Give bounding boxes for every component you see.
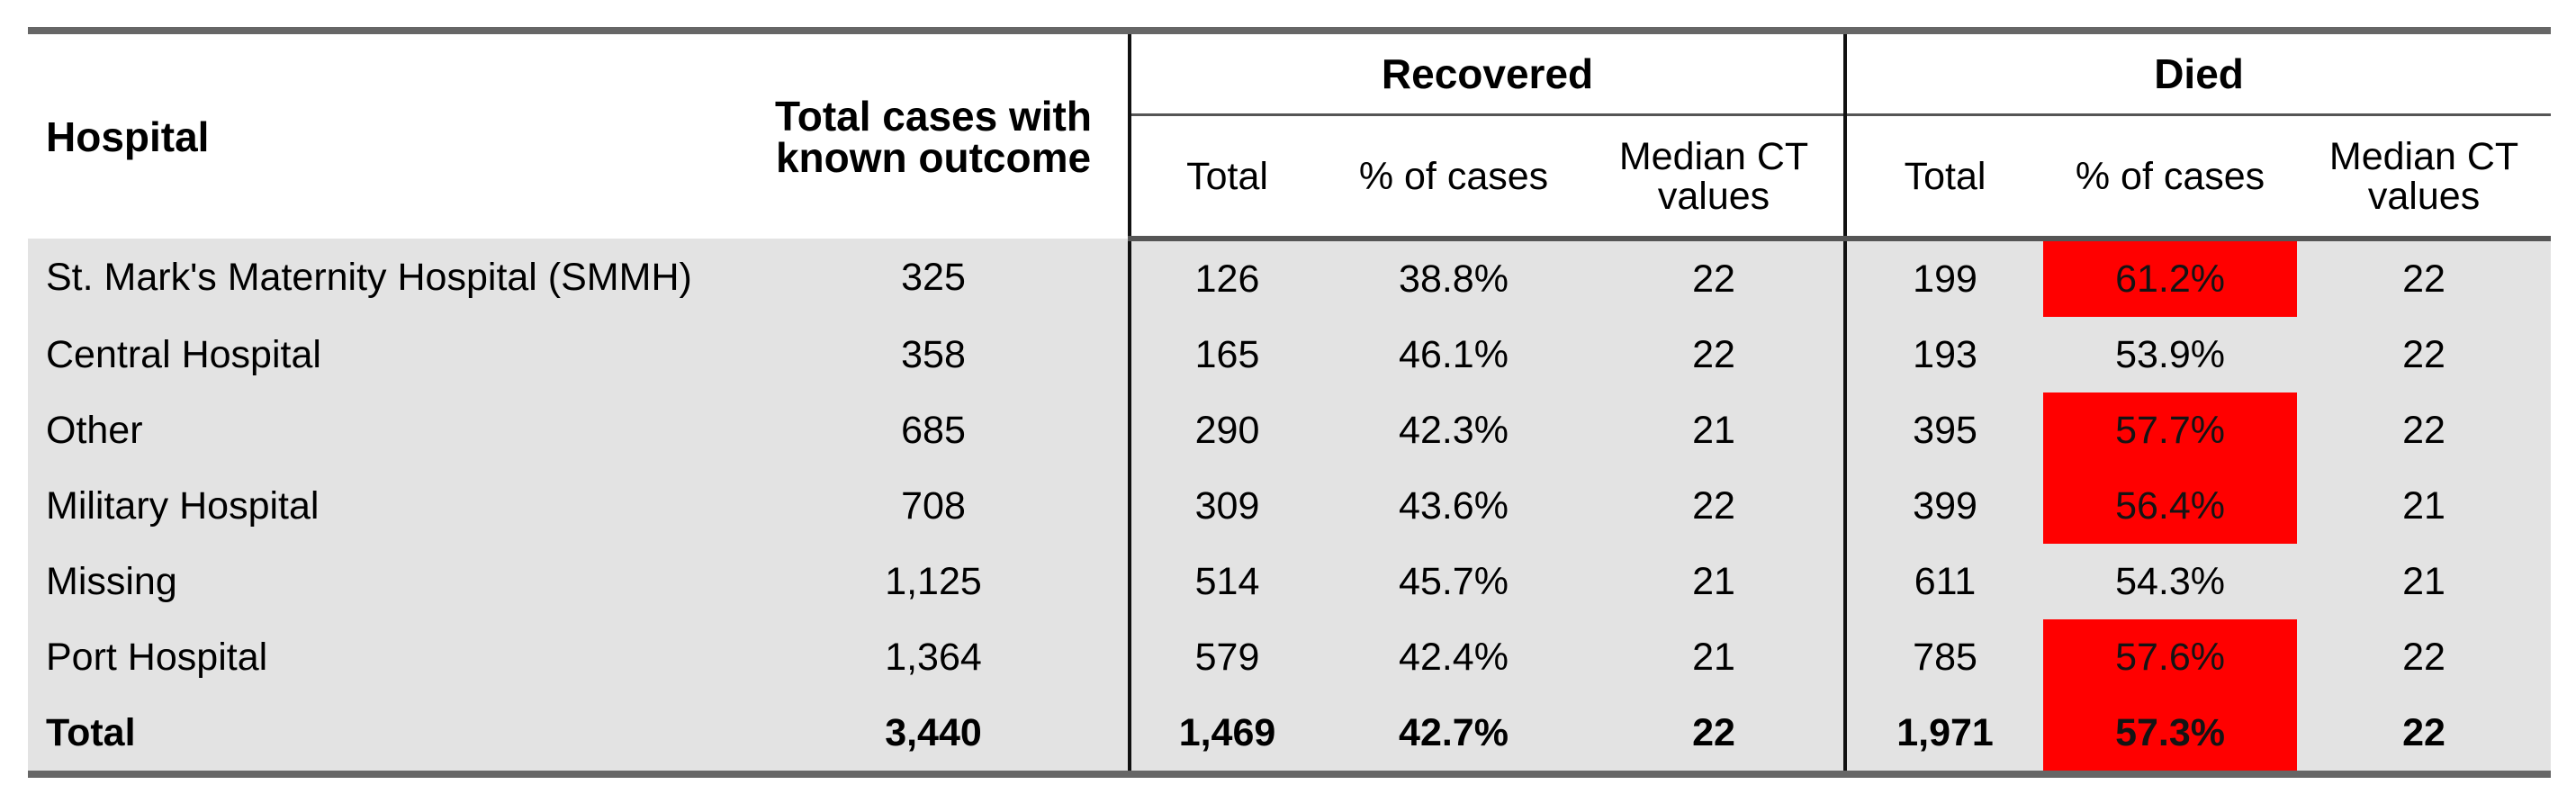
cell-died-median: 22 xyxy=(2297,392,2552,468)
cell-died-pct: 56.4% xyxy=(2043,468,2298,544)
cell-total-cases: 325 xyxy=(739,239,1130,317)
cell-total-cases: 1,364 xyxy=(739,619,1130,695)
cell-died-pct: 61.2% xyxy=(2043,239,2298,317)
cell-died-total: 399 xyxy=(1843,468,2044,544)
header-total-cases-line2: known outcome xyxy=(775,133,1092,181)
cell-recovered-total: 309 xyxy=(1128,468,1323,544)
cell-hospital: St. Mark's Maternity Hospital (SMMH) xyxy=(28,239,739,317)
cell-died-total: 395 xyxy=(1843,392,2044,468)
cell-hospital: Military Hospital xyxy=(28,468,739,544)
cell-total-cases: 358 xyxy=(739,317,1130,392)
header-recovered-total: Total xyxy=(1128,114,1323,241)
cell-recovered-median: 21 xyxy=(1584,392,1846,468)
header-hospital: Hospital xyxy=(46,113,210,160)
header-died-total: Total xyxy=(1843,114,2044,241)
cell-recovered-median: 22 xyxy=(1584,468,1846,544)
cell-recovered-pct: 45.7% xyxy=(1323,544,1584,619)
cell-died-median: 21 xyxy=(2297,544,2552,619)
header-total-cases-line1: Total cases with xyxy=(775,92,1092,140)
cell-died-total: 1,971 xyxy=(1843,695,2044,774)
cell-died-median: 22 xyxy=(2297,317,2552,392)
cell-recovered-pct: 42.4% xyxy=(1323,619,1584,695)
cell-recovered-pct: 42.7% xyxy=(1323,695,1584,774)
cell-recovered-median: 21 xyxy=(1584,619,1846,695)
cell-died-median: 21 xyxy=(2297,468,2552,544)
cell-recovered-pct: 43.6% xyxy=(1323,468,1584,544)
cell-died-median: 22 xyxy=(2297,239,2552,317)
cell-recovered-median: 22 xyxy=(1584,317,1846,392)
cell-died-pct: 57.7% xyxy=(2043,392,2298,468)
cell-recovered-median: 22 xyxy=(1584,239,1846,317)
cell-recovered-pct: 38.8% xyxy=(1323,239,1584,317)
cell-recovered-total: 126 xyxy=(1128,239,1323,317)
cell-total-cases: 685 xyxy=(739,392,1130,468)
cell-recovered-total: 1,469 xyxy=(1128,695,1323,774)
header-died-median: Median CT values xyxy=(2297,114,2552,241)
cell-died-total: 199 xyxy=(1843,239,2044,317)
header-median-line2: values xyxy=(1657,174,1770,218)
cell-died-total: 785 xyxy=(1843,619,2044,695)
table-total-row: Total 3,440 1,469 42.7% 22 1,971 57.3% 2… xyxy=(28,695,2552,774)
cell-total-cases: 1,125 xyxy=(739,544,1130,619)
table-row: Other 685 290 42.3% 21 395 57.7% 22 xyxy=(28,392,2552,468)
cell-died-total: 611 xyxy=(1843,544,2044,619)
table-row: Military Hospital 708 309 43.6% 22 399 5… xyxy=(28,468,2552,544)
cell-died-pct: 53.9% xyxy=(2043,317,2298,392)
cell-recovered-total: 514 xyxy=(1128,544,1323,619)
table-row: Missing 1,125 514 45.7% 21 611 54.3% 21 xyxy=(28,544,2552,619)
cell-recovered-total: 165 xyxy=(1128,317,1323,392)
cell-hospital: Central Hospital xyxy=(28,317,739,392)
table-row: Central Hospital 358 165 46.1% 22 193 53… xyxy=(28,317,2552,392)
cell-hospital: Port Hospital xyxy=(28,619,739,695)
cell-died-median: 22 xyxy=(2297,619,2552,695)
cell-died-total: 193 xyxy=(1843,317,2044,392)
cell-recovered-total: 579 xyxy=(1128,619,1323,695)
cell-recovered-total: 290 xyxy=(1128,392,1323,468)
table-row: Port Hospital 1,364 579 42.4% 21 785 57.… xyxy=(28,619,2552,695)
cell-recovered-median: 21 xyxy=(1584,544,1846,619)
header-died-pct: % of cases xyxy=(2043,114,2298,241)
header-median-line1: Median CT xyxy=(1618,134,1809,178)
table-row: St. Mark's Maternity Hospital (SMMH) 325… xyxy=(28,239,2552,317)
cell-recovered-pct: 46.1% xyxy=(1323,317,1584,392)
header-total-cases: Total cases with known outcome xyxy=(739,31,1130,239)
cell-died-median: 22 xyxy=(2297,695,2552,774)
cell-hospital: Other xyxy=(28,392,739,468)
header-recovered-pct: % of cases xyxy=(1323,114,1584,241)
header-died-group: Died xyxy=(1843,31,2552,116)
table-body: St. Mark's Maternity Hospital (SMMH) 325… xyxy=(28,239,2552,774)
cell-died-pct: 57.6% xyxy=(2043,619,2298,695)
cell-recovered-median: 22 xyxy=(1584,695,1846,774)
cell-hospital: Missing xyxy=(28,544,739,619)
header-recovered-median: Median CT values xyxy=(1584,114,1846,241)
cell-total-cases: 708 xyxy=(739,468,1130,544)
header-median-line2: values xyxy=(2367,174,2481,218)
outcome-table: Hospital Total cases with known outcome R… xyxy=(28,27,2552,778)
cell-total-cases: 3,440 xyxy=(739,695,1130,774)
outcome-table-container: Hospital Total cases with known outcome R… xyxy=(28,27,2552,778)
cell-died-pct: 54.3% xyxy=(2043,544,2298,619)
header-median-line1: Median CT xyxy=(2328,134,2519,178)
cell-hospital: Total xyxy=(28,695,739,774)
cell-recovered-pct: 42.3% xyxy=(1323,392,1584,468)
header-recovered-group: Recovered xyxy=(1127,31,1846,116)
cell-died-pct: 57.3% xyxy=(2043,695,2298,774)
